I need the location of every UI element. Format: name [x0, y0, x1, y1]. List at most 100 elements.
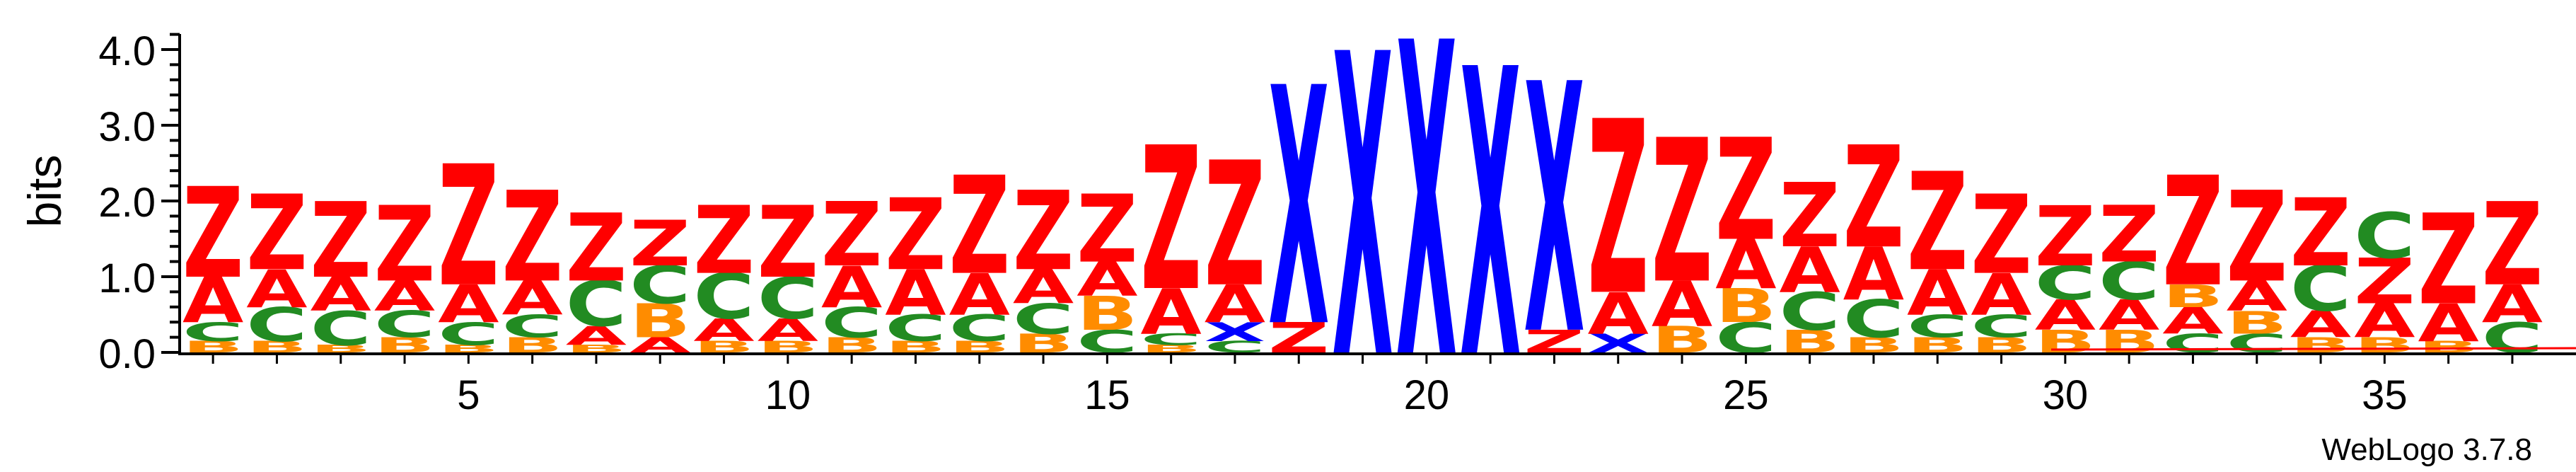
logo-letter-c-pos-28: C	[1907, 309, 1968, 345]
x-tick-label: 15	[1084, 372, 1130, 418]
logo-letter-c-pos-16: C	[1141, 330, 1202, 349]
logo-letter-z-pos-5: Z	[438, 130, 499, 324]
logo-letter-b-pos-25: B	[1715, 279, 1776, 333]
x-axis: 5 10 15 20 25 30 35	[178, 352, 2576, 418]
logo-letter-z-pos-37: Z	[2482, 179, 2543, 312]
logo-letter-c-pos-31: C	[2099, 252, 2159, 312]
logo-letter-z-pos-1: Z	[182, 162, 243, 306]
logo-letter-x-pos-17: X	[1205, 317, 1265, 347]
logo-letter-z-pos-32: Z	[2162, 144, 2223, 320]
logo-letter-x-pos-18: X	[1268, 20, 1329, 400]
logo-letter-x-pos-22: X	[1524, 12, 1584, 411]
x-tick-label: 25	[1723, 372, 1769, 418]
logo-letter-a-pos-32: A	[2162, 300, 2223, 343]
logo-letter-b-pos-5: B	[438, 343, 499, 355]
logo-letter-b-pos-16: B	[1141, 343, 1202, 355]
logo-letter-a-pos-29: A	[1971, 262, 2031, 328]
logo-letter-a-pos-23: A	[1588, 281, 1649, 347]
logo-letter-z-pos-11: Z	[821, 183, 882, 286]
x-tick-label: 5	[457, 372, 480, 418]
logo-letter-x-pos-21: X	[1460, 0, 1521, 446]
logo-letter-c-pos-14: C	[1013, 295, 1074, 343]
logo-letter-a-pos-25: A	[1715, 226, 1776, 304]
logo-letter-a-pos-27: A	[1843, 233, 1904, 317]
logo-letter-z-pos-35: Z	[2354, 246, 2415, 318]
y-tick-label: 3.0	[98, 104, 156, 150]
logo-letter-b-pos-33: B	[2227, 305, 2287, 341]
x-tick-label: 30	[2043, 372, 2089, 418]
logo-letter-z-pos-9: Z	[693, 186, 754, 295]
logo-letter-c-pos-3: C	[311, 302, 371, 356]
y-tick-label: 1.0	[98, 255, 156, 301]
logo-letter-a-pos-30: A	[2035, 292, 2096, 340]
logo-letter-a-pos-35: A	[2354, 294, 2415, 348]
logo-letter-a-pos-36: A	[2418, 293, 2479, 353]
logo-letter-c-pos-29: C	[1971, 309, 2031, 345]
logo-letter-z-pos-34: Z	[2290, 178, 2351, 287]
logo-letter-a-pos-9: A	[693, 312, 755, 348]
logo-stacks: BCAZBCAZBCAZBCAZBCAZBCAZBACZABCZBACZBACZ…	[182, 0, 2576, 455]
logo-letter-z-pos-3: Z	[311, 181, 371, 301]
y-tick-label: 2.0	[98, 180, 156, 226]
logo-letter-c-pos-8: C	[630, 255, 690, 316]
logo-letter-c-pos-1: C	[182, 317, 243, 347]
logo-letter-a-pos-17: A	[1205, 275, 1265, 335]
logo-letter-z-pos-27: Z	[1843, 116, 1904, 280]
x-tick-label: 35	[2362, 372, 2408, 418]
logo-letter-c-pos-35: C	[2354, 201, 2415, 273]
logo-letter-z-pos-10: Z	[758, 185, 818, 300]
logo-letter-a-pos-3: A	[311, 267, 371, 322]
logo-letter-z-pos-15: Z	[1077, 175, 1137, 284]
logo-letter-a-pos-6: A	[502, 271, 563, 326]
logo-letter-c-pos-10: C	[758, 265, 818, 332]
y-tick-label: 4.0	[98, 28, 156, 74]
logo-letter-z-pos-4: Z	[374, 185, 435, 305]
logo-letter-x-pos-19: X	[1332, 0, 1393, 451]
logo-letter-b-pos-3: B	[311, 343, 371, 355]
logo-letter-z-pos-6: Z	[502, 166, 563, 311]
logo-letter-z-pos-28: Z	[1907, 145, 1968, 301]
logo-letter-z-pos-30: Z	[2035, 188, 2096, 285]
logo-letter-a-pos-26: A	[1780, 234, 1841, 306]
logo-letter-z-pos-7: Z	[566, 193, 627, 302]
logo-letter-c-pos-11: C	[821, 299, 882, 347]
logo-letter-c-pos-12: C	[885, 308, 946, 350]
logo-letter-c-pos-2: C	[246, 299, 307, 352]
logo-letter-a-pos-4: A	[374, 272, 435, 321]
y-tick-label: 0.0	[98, 331, 156, 377]
logo-letter-a-pos-16: A	[1141, 276, 1202, 348]
logo-letter-a-pos-10: A	[758, 312, 819, 348]
logo-letter-a-pos-14: A	[1013, 260, 1074, 314]
logo-letter-z-pos-31: Z	[2099, 190, 2159, 281]
logo-letter-z-pos-29: Z	[1971, 173, 2031, 299]
logo-letter-c-pos-30: C	[2035, 257, 2096, 311]
weblogo-version-footer: WebLogo 3.7.8	[2321, 432, 2532, 467]
logo-letter-z-pos-14: Z	[1013, 168, 1074, 295]
logo-letter-a-pos-13: A	[949, 262, 1010, 328]
logo-letter-z-pos-23: Z	[1588, 70, 1649, 348]
logo-letter-a-pos-7: A	[566, 321, 627, 351]
logo-letter-b-pos-32: B	[2162, 278, 2223, 314]
logo-letter-x-pos-20: X	[1396, 0, 1457, 455]
logo-letter-a-pos-12: A	[885, 257, 946, 329]
logo-letter-c-pos-6: C	[502, 309, 563, 345]
x-tick-label: 10	[765, 372, 811, 418]
logo-letter-a-pos-24: A	[1652, 268, 1713, 340]
logo-letter-z-pos-8: Z	[630, 207, 690, 280]
logo-letter-c-pos-4: C	[374, 304, 435, 346]
x-tick-label: 20	[1404, 372, 1450, 418]
logo-letter-z-pos-25: Z	[1715, 108, 1776, 272]
logo-letter-a-pos-31: A	[2099, 292, 2159, 340]
logo-letter-z-pos-33: Z	[2227, 166, 2287, 311]
logo-letter-c-pos-27: C	[1843, 289, 1904, 350]
logo-letter-z-pos-24: Z	[1652, 98, 1712, 328]
logo-letter-z-pos-16: Z	[1141, 105, 1202, 335]
logo-letter-a-pos-1: A	[182, 265, 244, 337]
logo-letter-z-pos-12: Z	[885, 178, 946, 292]
logo-letter-a-pos-33: A	[2227, 272, 2287, 321]
logo-letter-b-pos-7: B	[566, 343, 627, 355]
logo-letter-a-pos-15: A	[1077, 253, 1137, 307]
logo-letter-z-pos-13: Z	[949, 149, 1010, 306]
logo-letter-a-pos-2: A	[246, 259, 307, 319]
logo-letter-b-pos-8: B	[630, 294, 690, 348]
